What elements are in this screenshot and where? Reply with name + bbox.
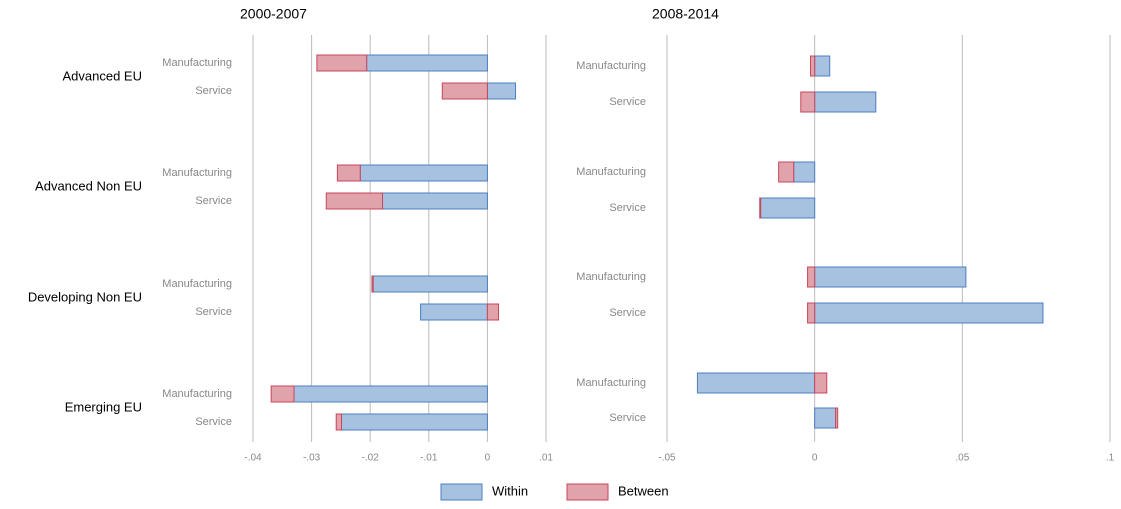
x-tick-label: -.02 xyxy=(362,453,380,464)
y-tick-label: Service xyxy=(195,306,232,318)
bar-segment xyxy=(814,372,828,394)
legend-label: Between xyxy=(618,483,669,498)
bar-segment xyxy=(814,407,837,429)
bar-segment xyxy=(270,385,295,403)
x-tick-label: -.01 xyxy=(420,453,438,464)
bar-segment xyxy=(316,54,368,72)
bar-segment xyxy=(814,266,967,288)
bar-segment xyxy=(372,275,488,293)
group-label: Developing Non EU xyxy=(28,289,142,304)
y-tick-label: Manufacturing xyxy=(576,377,646,389)
bar-segment xyxy=(371,275,374,293)
y-tick-label: Service xyxy=(195,416,232,428)
bar-segment xyxy=(760,197,816,219)
y-tick-label: Manufacturing xyxy=(162,388,232,400)
x-tick-label: -.05 xyxy=(658,453,676,464)
bar-segment xyxy=(814,302,1044,324)
y-tick-label: Service xyxy=(195,195,232,207)
bar-segment xyxy=(325,192,384,210)
group-label: Emerging EU xyxy=(65,399,142,414)
y-tick-label: Manufacturing xyxy=(576,60,646,72)
bar-segment xyxy=(359,164,488,182)
bar-segment xyxy=(441,82,488,100)
bar-segment xyxy=(814,91,877,113)
y-tick-label: Manufacturing xyxy=(576,271,646,283)
bar-segment xyxy=(778,161,795,183)
x-tick-label: .1 xyxy=(1106,453,1115,464)
group-label: Advanced Non EU xyxy=(35,178,142,193)
y-tick-label: Manufacturing xyxy=(162,57,232,69)
y-tick-label: Manufacturing xyxy=(162,278,232,290)
x-tick-label: .05 xyxy=(955,453,969,464)
bar-segment xyxy=(420,303,488,321)
y-tick-label: Manufacturing xyxy=(576,166,646,178)
bar-segment xyxy=(486,82,517,100)
bar-segment xyxy=(800,91,816,113)
x-tick-label: -.03 xyxy=(303,453,321,464)
y-tick-label: Service xyxy=(609,202,646,214)
bar-segment xyxy=(835,407,839,429)
bar-segment xyxy=(486,303,500,321)
x-tick-label: .01 xyxy=(539,453,553,464)
legend-swatch xyxy=(440,483,483,501)
panel-title: 2000-2007 xyxy=(240,6,307,22)
bar-segment xyxy=(810,55,816,77)
x-tick-label: -.04 xyxy=(244,453,262,464)
bar-segment xyxy=(366,54,488,72)
y-tick-label: Manufacturing xyxy=(162,167,232,179)
panel-title: 2008-2014 xyxy=(652,6,719,22)
x-tick-label: 0 xyxy=(812,453,818,464)
bar-segment xyxy=(340,413,488,431)
bar-segment xyxy=(382,192,488,210)
bar-segment xyxy=(759,197,762,219)
bar-segment xyxy=(336,164,361,182)
y-tick-label: Service xyxy=(195,85,232,97)
bar-segment xyxy=(335,413,342,431)
y-tick-label: Service xyxy=(609,412,646,424)
y-tick-label: Service xyxy=(609,96,646,108)
bar-segment xyxy=(793,161,816,183)
bar-segment xyxy=(293,385,488,403)
y-tick-label: Service xyxy=(609,307,646,319)
legend-label: Within xyxy=(492,483,528,498)
bar-segment xyxy=(807,302,816,324)
group-label: Advanced EU xyxy=(63,68,143,83)
bar-segment xyxy=(814,55,831,77)
bar-segment xyxy=(696,372,816,394)
bar-segment xyxy=(807,266,816,288)
legend-swatch xyxy=(566,483,609,501)
x-tick-label: 0 xyxy=(485,453,491,464)
